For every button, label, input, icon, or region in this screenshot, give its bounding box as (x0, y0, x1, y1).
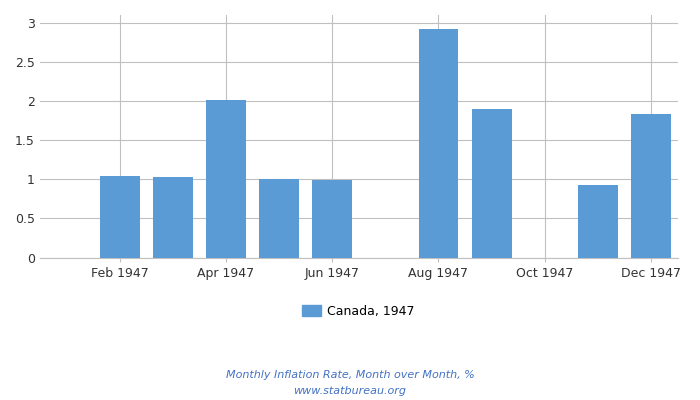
Bar (419, 29, 458, 258)
Bar (153, 177, 192, 258)
Legend: Canada, 1947: Canada, 1947 (298, 300, 420, 323)
Bar (631, 114, 671, 258)
Bar (472, 109, 512, 258)
Bar (206, 100, 246, 258)
Bar (578, 185, 618, 258)
Bar (312, 180, 352, 258)
Text: Monthly Inflation Rate, Month over Month, %: Monthly Inflation Rate, Month over Month… (225, 370, 475, 380)
Bar (99, 176, 139, 258)
Text: www.statbureau.org: www.statbureau.org (293, 386, 407, 396)
Bar (259, 179, 299, 258)
